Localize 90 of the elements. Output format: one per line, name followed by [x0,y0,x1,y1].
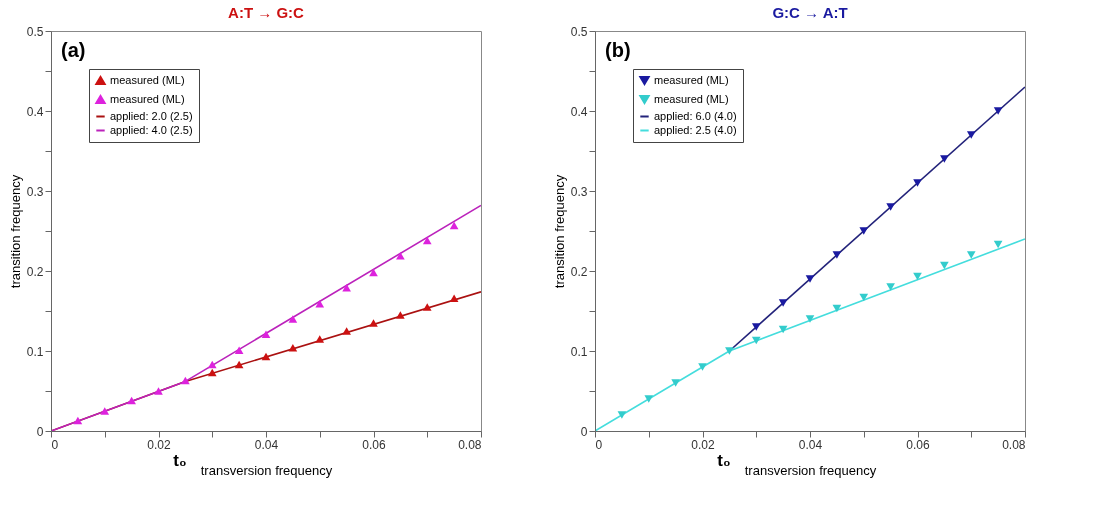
point [369,319,378,327]
point [966,131,976,139]
point [751,336,761,345]
point [288,344,298,352]
point [751,323,761,331]
point [859,293,869,302]
point [396,252,405,260]
y-tick-label: 0.5 [570,24,588,39]
y-tick-label: 0.3 [26,184,44,199]
point [207,360,217,369]
point [913,179,922,187]
x-tick-label: 0.08 [1002,437,1026,452]
point [261,330,271,338]
x-tick-label: 0.04 [798,437,823,452]
y-tick-label: 0.5 [26,24,44,39]
y-axis-title: transition frequency [7,174,23,289]
point [940,155,949,163]
point [154,387,163,395]
legend-label: applied: 2.0 (2.5) [110,109,193,122]
y-tick-label: 0.2 [26,264,44,279]
point [181,376,190,385]
point [940,261,949,270]
point [993,107,1003,115]
annotation: (b) [605,39,631,61]
point [342,327,351,335]
x-axis-title: transversion frequency [200,462,333,478]
point [315,300,325,308]
point [369,268,378,277]
point [234,346,244,354]
x-tick-label: 0 [595,437,603,452]
point [859,227,869,235]
y-tick-label: 0.4 [570,104,588,119]
x-tick-label: 0.08 [458,437,482,452]
point [207,368,217,377]
point [913,272,922,281]
y-tick-label: 0.1 [26,344,44,359]
point [342,284,351,292]
point [832,251,842,259]
y-tick-label: 0.2 [570,264,588,279]
point [886,283,895,291]
text: t₀ [717,451,731,470]
point [449,221,459,230]
x-tick-label: 0.06 [906,437,930,452]
point [234,360,244,369]
legend-label: measured (ML) [110,92,185,105]
x-tick-label: 0.02 [147,437,171,452]
y-axis-title: transition frequency [551,174,567,289]
x-tick-label: 0.04 [254,437,279,452]
y-tick-label: 0.1 [570,344,588,359]
legend-label: applied: 4.0 (2.5) [110,123,193,136]
text: t₀ [173,451,187,470]
y-tick-label: 0.4 [26,104,44,119]
point [778,325,788,334]
legend-label: measured (ML) [654,73,729,86]
x-axis-title: transversion frequency [744,462,877,478]
x-tick-label: 0.02 [691,437,715,452]
point [671,379,680,387]
point [966,251,976,259]
x-tick-label: 0.06 [362,437,386,452]
point [617,411,627,419]
point [644,395,654,403]
point [993,240,1003,249]
legend-label: applied: 2.5 (4.0) [654,123,737,136]
x-tick-label: 0 [51,437,59,452]
legend-label: measured (ML) [654,92,729,105]
point [73,416,83,425]
point [725,347,734,355]
point [832,304,842,313]
point [778,299,788,307]
point [805,275,815,283]
point [449,294,459,302]
y-tick-label: 0 [36,424,44,439]
point [698,363,707,371]
point [396,311,405,319]
point [886,203,895,211]
annotation: (a) [61,39,86,61]
point [422,303,432,311]
legend-label: applied: 6.0 (4.0) [654,109,737,122]
chart-title: A:T → G:C [228,4,305,21]
point [805,315,815,323]
y-tick-label: 0 [580,424,588,439]
point [422,236,432,245]
point [261,352,271,361]
point [127,396,136,405]
point [315,335,325,343]
legend-label: measured (ML) [110,73,185,86]
point [100,407,110,415]
point [288,315,298,323]
chart-title: G:C → A:T [772,4,848,21]
y-tick-label: 0.3 [570,184,588,199]
